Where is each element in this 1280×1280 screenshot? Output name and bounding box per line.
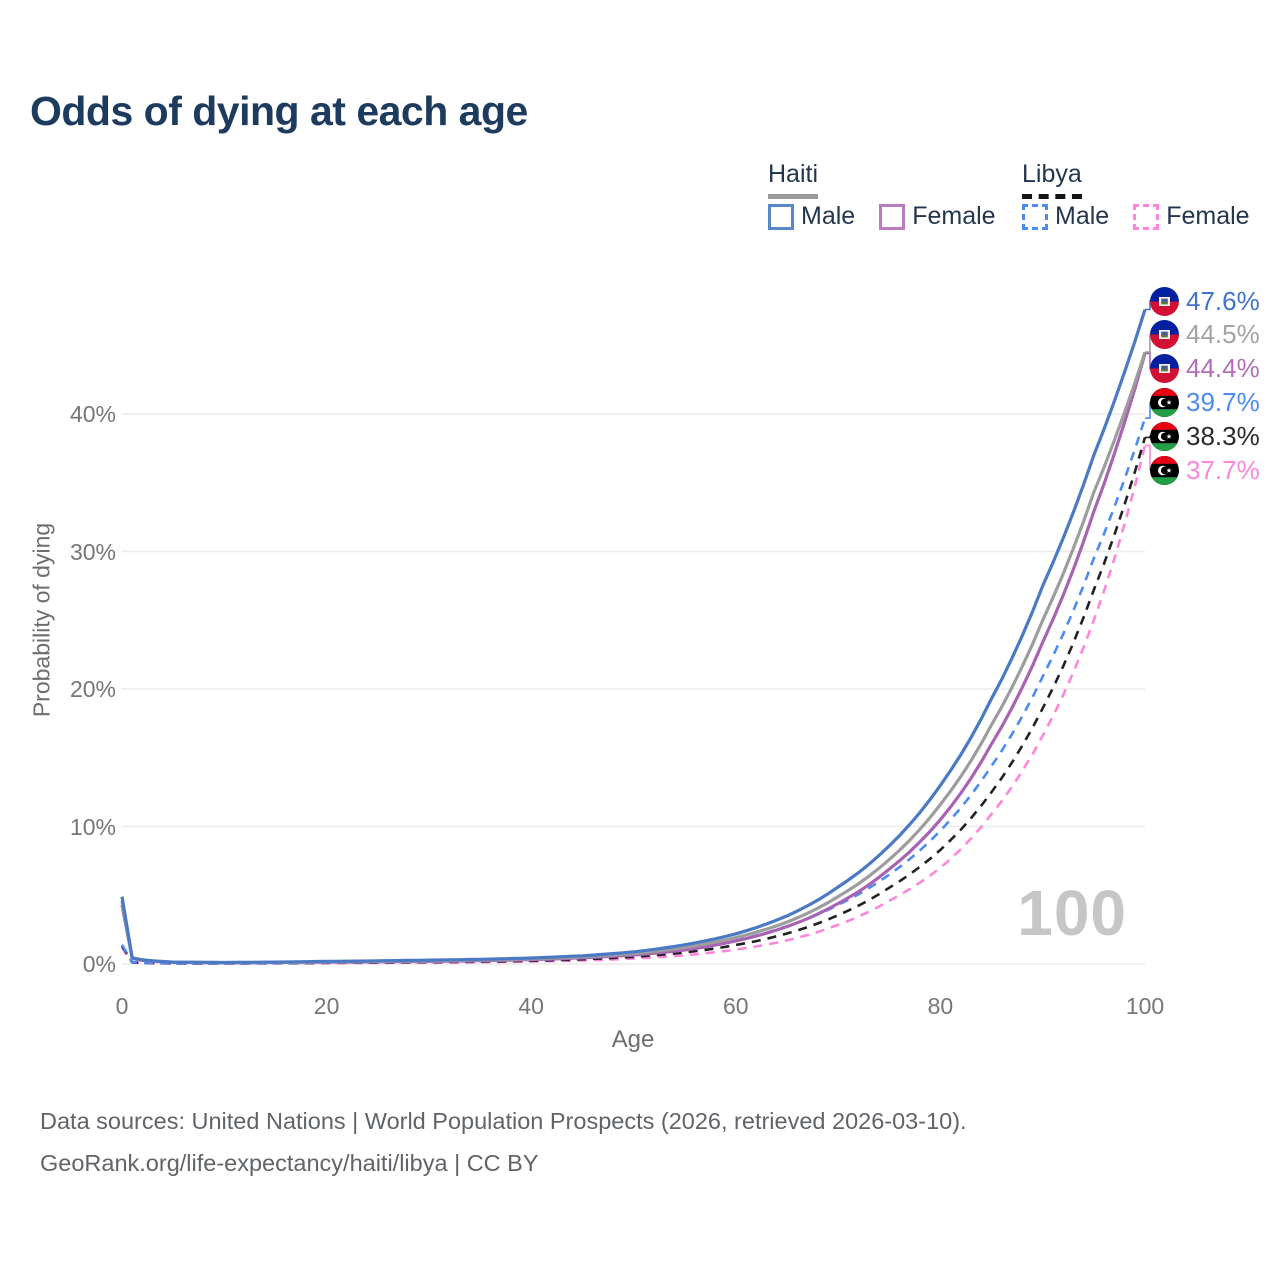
libya-male-swatch-icon xyxy=(1022,203,1048,230)
footer: Data sources: United Nations | World Pop… xyxy=(40,1100,967,1184)
haiti-flag-icon xyxy=(1150,354,1179,384)
libya-flag-icon xyxy=(1150,421,1179,451)
libya-female-swatch-icon xyxy=(1133,203,1160,230)
attribution-line: GeoRank.org/life-expectancy/haiti/libya … xyxy=(40,1150,539,1176)
end-label-value: 47.6% xyxy=(1186,285,1260,316)
x-tick-label: 80 xyxy=(927,993,954,1019)
x-tick-label: 60 xyxy=(723,993,749,1019)
legend-item-haiti-male[interactable]: Male xyxy=(768,202,855,231)
x-tick-label: 0 xyxy=(115,993,129,1019)
end-label-value: 44.4% xyxy=(1186,353,1260,384)
legend-group-haiti: Haiti Male Female xyxy=(768,160,1028,230)
libya-flag-icon xyxy=(1150,455,1179,485)
legend-item-libya-female[interactable]: Female xyxy=(1133,202,1250,231)
y-tick-label: 0% xyxy=(82,951,116,977)
haiti-flag-icon xyxy=(1150,286,1179,316)
legend-item-libya-male[interactable]: Male xyxy=(1022,202,1109,231)
haiti-male-swatch-icon xyxy=(768,203,794,230)
chart-title: Odds of dying at each age xyxy=(30,88,528,134)
end-label-value: 37.7% xyxy=(1186,454,1260,485)
y-tick-label: 30% xyxy=(69,538,116,565)
y-tick-label: 20% xyxy=(69,676,116,702)
series-line-haiti-both-sexes xyxy=(120,351,1147,965)
series-line-haiti-female xyxy=(120,353,1147,965)
series-end-label: 44.5% xyxy=(1150,319,1260,350)
end-label-value: 44.5% xyxy=(1186,319,1260,350)
age-counter-watermark: 100 xyxy=(1017,877,1127,949)
series-end-label: 47.6% xyxy=(1150,286,1260,316)
legend-item-label: Female xyxy=(912,202,996,230)
legend-item-label: Male xyxy=(1055,202,1110,230)
series-end-label: 37.7% xyxy=(1150,455,1260,485)
legend-group-libya: Libya Male Female xyxy=(1022,160,1280,230)
data-sources-line: Data sources: United Nations | World Pop… xyxy=(40,1108,967,1134)
end-label-value: 38.3% xyxy=(1186,420,1260,451)
legend-header-libya[interactable]: Libya xyxy=(1022,160,1082,199)
legend-item-label: Male xyxy=(801,202,856,230)
x-tick-label: 40 xyxy=(518,993,544,1019)
legend-item-haiti-female[interactable]: Female xyxy=(879,202,996,231)
x-axis-title: Age xyxy=(611,1026,655,1053)
series-end-label: 39.7% xyxy=(1150,387,1260,417)
haiti-female-swatch-icon xyxy=(879,203,906,230)
y-tick-label: 10% xyxy=(69,813,116,840)
haiti-flag-icon xyxy=(1150,320,1179,350)
y-tick-label: 40% xyxy=(69,401,116,427)
legend-header-haiti[interactable]: Haiti xyxy=(768,160,819,199)
series-end-label: 38.3% xyxy=(1150,421,1260,451)
x-tick-label: 100 xyxy=(1125,993,1165,1019)
end-label-value: 39.7% xyxy=(1186,386,1260,417)
series-line-haiti-male xyxy=(120,309,1147,965)
series-end-label: 44.4% xyxy=(1150,353,1260,384)
x-tick-label: 20 xyxy=(313,993,340,1019)
legend-item-label: Female xyxy=(1166,202,1250,230)
libya-flag-icon xyxy=(1150,387,1179,417)
